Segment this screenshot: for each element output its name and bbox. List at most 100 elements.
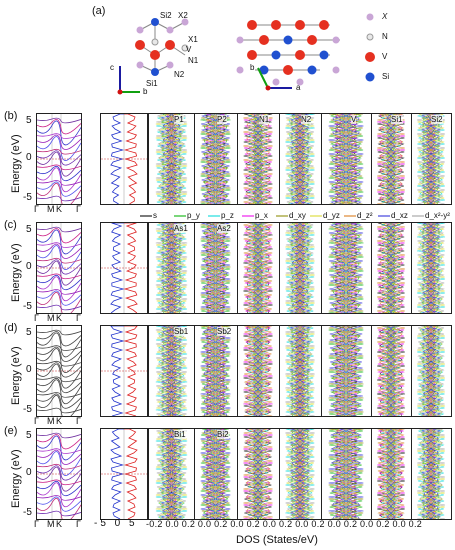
orbital-legend-label: p_z xyxy=(221,211,234,220)
kpath-label: Γ xyxy=(34,204,39,214)
energy-tick: 5 xyxy=(26,430,32,441)
energy-tick: 0 xyxy=(26,152,32,163)
band-structure-plot xyxy=(36,428,82,520)
band-structure-plot xyxy=(36,222,82,314)
energy-tick: -5 xyxy=(23,507,32,518)
legend-n: N xyxy=(382,32,388,41)
orbital-legend: s p_y p_z p_x d_xy d_yz d_z² d_xz d_x²-y² xyxy=(140,210,450,222)
axis-label-b-side: b xyxy=(143,87,148,96)
energy-tick: 0 xyxy=(26,261,32,272)
subpanel-atom-label: Sb2 xyxy=(217,327,232,336)
subpanel-divider xyxy=(279,114,280,204)
energy-tick: -5 xyxy=(23,301,32,312)
kpath-label: Γ xyxy=(76,204,81,214)
energy-tick: -5 xyxy=(23,192,32,203)
subpanel-atom-label: Si1 xyxy=(391,115,403,124)
subpanel-atom-label: P2 xyxy=(217,115,227,124)
energy-axis-label: Energy (eV) xyxy=(10,449,22,508)
subpanel-divider xyxy=(237,223,238,313)
subpanel-divider xyxy=(371,114,372,204)
orbital-legend-label: d_z² xyxy=(357,211,373,220)
atom-label-si2: Si2 xyxy=(160,11,172,20)
subpanel-divider xyxy=(321,114,322,204)
energy-axis-label: Energy (eV) xyxy=(10,134,22,193)
legend-x: X xyxy=(382,12,388,21)
subpanel-atom-label: Bi2 xyxy=(217,430,229,439)
subpanel-divider xyxy=(411,114,412,204)
subpanel-divider xyxy=(194,429,195,519)
energy-tick: 5 xyxy=(26,224,32,235)
subpanel-divider xyxy=(321,326,322,416)
subpanel-atom-label: V xyxy=(351,115,357,124)
subpanel-divider xyxy=(411,326,412,416)
panel-label: (c) xyxy=(4,219,17,231)
subpanel-divider xyxy=(371,326,372,416)
orbital-legend-label: d_xz xyxy=(391,211,408,220)
projected-dos-plot: Sb1 Sb2 xyxy=(148,325,452,417)
orbital-legend-label: d_x²-y² xyxy=(425,211,450,220)
kpath-label: Γ xyxy=(34,313,39,323)
legend-si: Si xyxy=(382,72,390,81)
kpath-label: K xyxy=(56,519,63,529)
panel-label: (d) xyxy=(4,322,18,334)
atom-label-v: V xyxy=(186,45,192,54)
subpanel-divider xyxy=(279,223,280,313)
subpanel-atom-label: Si2 xyxy=(431,115,443,124)
subpanel-divider xyxy=(279,326,280,416)
kpath-label: K xyxy=(56,204,63,214)
total-dos-ticks: -5 0 5 xyxy=(94,518,138,529)
kpath-label: Γ xyxy=(76,416,81,426)
subpanel-divider xyxy=(194,223,195,313)
orbital-legend-label: d_yz xyxy=(323,211,340,220)
subpanel-divider xyxy=(237,326,238,416)
axis-label-c: c xyxy=(110,63,114,72)
subpanel-divider xyxy=(371,429,372,519)
total-dos-plot xyxy=(100,428,148,520)
subpanel-divider xyxy=(371,223,372,313)
panel-label: (b) xyxy=(4,110,18,122)
kpath-label: Γ xyxy=(34,519,39,529)
dos-xlabel: DOS (States/eV) xyxy=(236,534,318,546)
energy-tick: 5 xyxy=(26,115,32,126)
subpanel-atom-label: Bi1 xyxy=(174,430,186,439)
subpanel-divider xyxy=(237,114,238,204)
atom-label-n1: N1 xyxy=(188,56,199,65)
subpanel-atom-label: As2 xyxy=(217,224,231,233)
subpanel-divider xyxy=(279,429,280,519)
subpanel-atom-label: N2 xyxy=(301,115,312,124)
subpanel-atom-label: P1 xyxy=(174,115,184,124)
kpath-label: K xyxy=(56,416,63,426)
kpath-label: M xyxy=(47,204,55,214)
energy-tick: 5 xyxy=(26,327,32,338)
kpath-label: Γ xyxy=(34,416,39,426)
panel-a-label: (a) xyxy=(92,5,106,17)
energy-tick: -5 xyxy=(23,404,32,415)
kpath-label: Γ xyxy=(76,519,81,529)
kpath-label: M xyxy=(47,416,55,426)
pdos-ticks: -0.2 0.0 0.2 0.0 0.2 0.0 0.2 0.0 0.2 0.0… xyxy=(146,519,423,529)
total-dos-plot xyxy=(100,325,148,417)
subpanel-divider xyxy=(194,114,195,204)
legend-v: V xyxy=(382,52,388,61)
subpanel-divider xyxy=(321,429,322,519)
axis-label-b-top: b xyxy=(250,63,255,72)
orbital-legend-label: s xyxy=(153,211,157,220)
atom-label-si1: Si1 xyxy=(146,79,158,88)
energy-tick: 0 xyxy=(26,364,32,375)
kpath-label: K xyxy=(56,313,63,323)
atom-label-n2: N2 xyxy=(174,70,185,79)
projected-dos-plot: As1 As2 xyxy=(148,222,452,314)
projected-dos-plot: P1 P2 N1 N2 V Si1 Si2 xyxy=(148,113,452,205)
total-dos-plot xyxy=(100,222,148,314)
kpath-label: M xyxy=(47,313,55,323)
subpanel-atom-label: N1 xyxy=(259,115,270,124)
subpanel-atom-label: Sb1 xyxy=(174,327,189,336)
orbital-legend-label: p_y xyxy=(187,211,200,220)
subpanel-divider xyxy=(411,223,412,313)
panel-label: (e) xyxy=(4,425,18,437)
kpath-label: Γ xyxy=(76,313,81,323)
atom-label-x1: X1 xyxy=(188,35,198,44)
subpanel-divider xyxy=(237,429,238,519)
projected-dos-plot: Bi1 Bi2 xyxy=(148,428,452,520)
band-structure-plot xyxy=(36,113,82,205)
